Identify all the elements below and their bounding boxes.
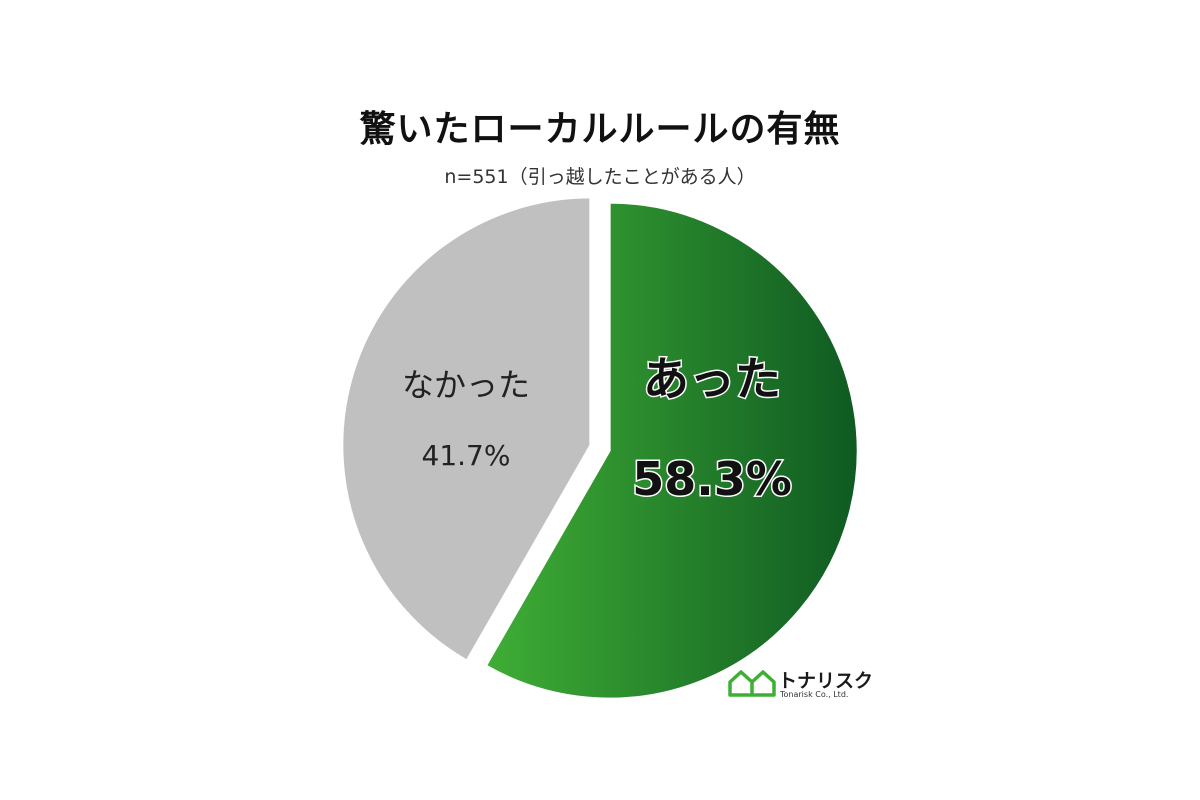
company-logo: トナリスク Tonarisk Co., Ltd. bbox=[728, 664, 878, 704]
slice-value-atta: 58.3% bbox=[632, 452, 792, 506]
house-logo-icon bbox=[728, 670, 776, 697]
slice-value-nakatta: 41.7% bbox=[422, 439, 511, 472]
logo-subtitle: Tonarisk Co., Ltd. bbox=[780, 690, 849, 699]
chart-title: 驚いたローカルルールの有無 bbox=[359, 109, 841, 150]
chart-subtitle: n=551（引っ越したことがある人） bbox=[444, 166, 756, 188]
pie-slice-atta bbox=[484, 201, 859, 700]
slice-label-atta: あった bbox=[643, 352, 781, 406]
pie-slice-nakatta bbox=[341, 196, 592, 662]
logo-name: トナリスク bbox=[778, 670, 874, 692]
slice-label-nakatta: なかった bbox=[402, 366, 530, 404]
